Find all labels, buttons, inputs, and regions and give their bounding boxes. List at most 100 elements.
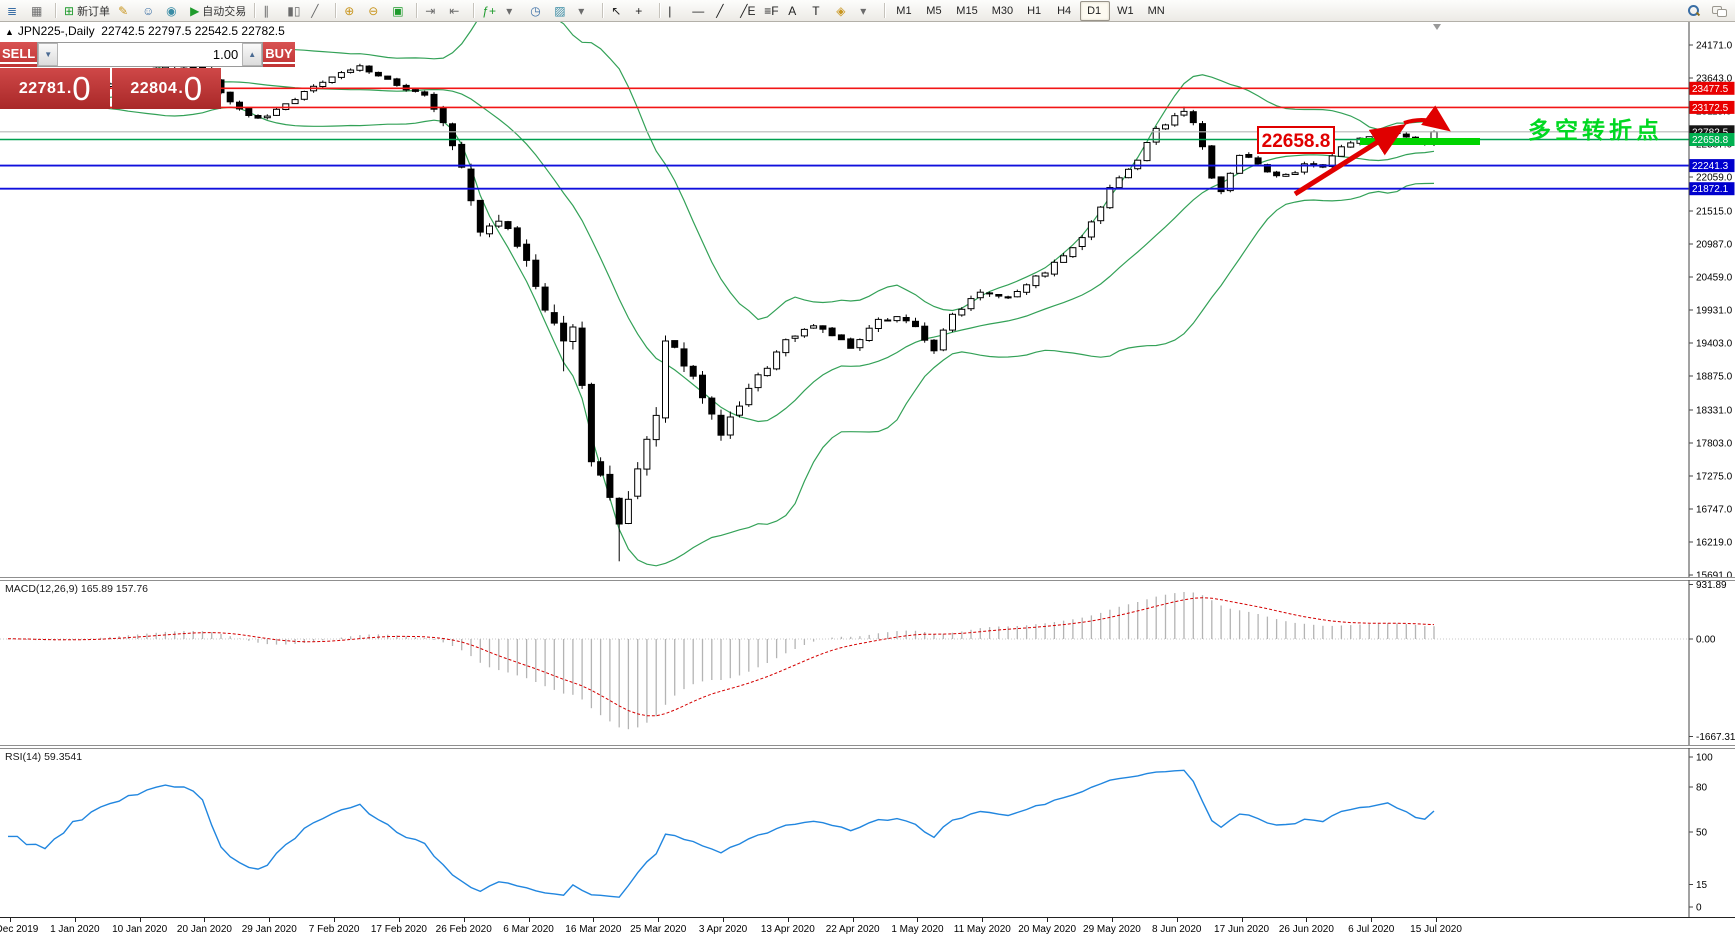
candlestick-button[interactable]: ▮▯ — [283, 1, 307, 21]
rsi-pane[interactable]: 100 80 50 15 0 — [0, 748, 1735, 917]
timeframe-w1[interactable]: W1 — [1117, 4, 1134, 17]
market-watch-icon: ≣ — [7, 3, 18, 18]
crosshair-button[interactable]: + — [631, 1, 655, 21]
date-tick — [1047, 918, 1049, 922]
candlestick-icon: ▮▯ — [287, 3, 301, 18]
macd-pane[interactable]: 931.89 0.00 -1667.31 — [0, 580, 1735, 745]
timeframe-m1[interactable]: M1 — [896, 4, 912, 17]
shift-marker-icon[interactable] — [1433, 24, 1441, 30]
trendline-button[interactable]: ╱ — [712, 1, 736, 21]
auto-scroll-button[interactable]: ⇥ — [421, 1, 445, 21]
shapes-button[interactable]: ◈ — [832, 1, 856, 21]
price-annotation-box[interactable] — [1257, 126, 1335, 154]
timeframe-d1[interactable]: D1 — [1080, 0, 1111, 21]
date-label: 17 Jun 2020 — [1214, 924, 1270, 935]
hline-button[interactable]: — — [688, 1, 712, 21]
new-order-button[interactable]: ⊞ 新订单 — [60, 1, 114, 21]
timeframe-mn[interactable]: MN — [1147, 4, 1165, 17]
market-watch-button[interactable]: ≣ — [3, 1, 27, 21]
equidistant-channel-icon: ╱E — [740, 3, 756, 18]
date-tick — [852, 918, 854, 922]
indicators-button[interactable]: ƒ+ — [478, 1, 502, 21]
data-window-button[interactable]: ▦ — [27, 1, 51, 21]
search-icon — [1688, 5, 1699, 16]
line-chart-button[interactable]: ╱ — [307, 1, 331, 21]
fibonacci-button[interactable]: ≡F — [760, 1, 784, 21]
rsi-tick-label: 100 — [1696, 753, 1713, 764]
zoom-in-button[interactable]: ⊕ — [340, 1, 364, 21]
sell-price-main: 22781 — [18, 79, 66, 97]
date-label: 29 May 2020 — [1083, 924, 1141, 935]
date-tick — [1176, 918, 1178, 922]
volume-input[interactable] — [58, 43, 243, 66]
date-tick — [723, 918, 725, 922]
search-icon-button[interactable] — [1684, 1, 1708, 21]
price-tick-label: 23643.0 — [1696, 74, 1733, 85]
pane-separator[interactable] — [0, 577, 1735, 581]
curved-arrow[interactable] — [1403, 105, 1451, 132]
buy-button[interactable]: BUY — [263, 42, 295, 67]
zoom-out-button[interactable]: ⊖ — [364, 1, 388, 21]
sell-price-display[interactable]: 22781. 0 — [0, 68, 110, 109]
date-axis[interactable]: 23 Dec 2019 1 Jan 2020 10 Jan 2020 20 Jan 2… — [0, 917, 1735, 941]
timeframe-m15[interactable]: M15 — [956, 4, 978, 17]
price-badge — [1689, 100, 1735, 114]
date-tick — [1306, 918, 1308, 922]
price-tick-label: 18875.0 — [1696, 372, 1733, 383]
sell-price-pip: 0 — [72, 69, 91, 107]
autotrade-icon: ▶ — [190, 3, 200, 18]
toolbar-separator — [254, 3, 256, 18]
templates-dropdown-button[interactable]: ▾ — [574, 1, 598, 21]
timeframe-h4[interactable]: H4 — [1057, 4, 1072, 17]
timeframe-h1[interactable]: H1 — [1027, 4, 1042, 17]
chart-shift-button[interactable]: ⇤ — [445, 1, 469, 21]
auto-scroll-icon: ⇥ — [425, 3, 436, 18]
chart-window[interactable]: 22658.8多空转折点24171.023643.023115.022587.0… — [0, 22, 1735, 941]
label-icon: T — [812, 3, 820, 18]
date-label: 11 May 2020 — [953, 924, 1011, 935]
price-tick-label: 17803.0 — [1696, 439, 1733, 450]
date-tick — [787, 918, 789, 922]
trend-arrow-up[interactable] — [1293, 124, 1407, 197]
cursor-button[interactable]: ↖ — [607, 1, 631, 21]
turning-point-text: 多空转折点 — [1528, 117, 1663, 143]
main-price-pane[interactable]: 22658.8多空转折点24171.023643.023115.022587.0… — [0, 22, 1735, 578]
collapse-arrow-icon[interactable]: ▲ — [5, 27, 14, 37]
timeframe-m5[interactable]: M5 — [926, 4, 942, 17]
chart-shift-icon: ⇤ — [449, 3, 460, 18]
timeframe-m30[interactable]: M30 — [991, 4, 1014, 17]
shapes-dropdown-button[interactable]: ▾ — [856, 1, 880, 21]
styler-button[interactable]: ✎ — [114, 1, 138, 21]
volume-increase-button[interactable]: ▲ — [242, 43, 263, 66]
period-button[interactable]: ◷ — [526, 1, 550, 21]
toolbar-separator — [416, 3, 418, 18]
date-label: 20 Jan 2020 — [176, 924, 232, 935]
indicators-dropdown-icon: ▾ — [506, 3, 513, 18]
buy-price-display[interactable]: 22804. 0 — [111, 68, 221, 109]
date-label: 1 May 2020 — [891, 924, 944, 935]
price-tick-label: 15691.0 — [1696, 571, 1733, 579]
date-label: 23 Dec 2019 — [0, 924, 39, 935]
date-tick — [1111, 918, 1113, 922]
chat-icon-button[interactable] — [1708, 1, 1732, 21]
sell-button[interactable]: SELL — [0, 42, 38, 67]
date-tick — [982, 918, 984, 922]
zoom-in-icon: ⊕ — [344, 3, 355, 18]
date-label: 17 Feb 2020 — [370, 924, 427, 935]
indicators-dropdown-button[interactable]: ▾ — [502, 1, 526, 21]
tile-windows-button[interactable]: ▣ — [388, 1, 412, 21]
volume-decrease-button[interactable]: ▼ — [38, 43, 59, 66]
templates-button[interactable]: ▨ — [550, 1, 574, 21]
vline-button[interactable]: | — [664, 1, 688, 21]
autotrade-button[interactable]: ▶ 自动交易 — [186, 1, 250, 21]
community-button[interactable]: ☺ — [138, 1, 162, 21]
news-button[interactable]: ◉ — [162, 1, 186, 21]
equidistant-channel-button[interactable]: ╱E — [736, 1, 760, 21]
label-button[interactable]: T — [808, 1, 832, 21]
text-button[interactable]: A — [784, 1, 808, 21]
pane-separator[interactable] — [0, 745, 1735, 749]
price-tick-label: 22059.0 — [1696, 173, 1733, 184]
macd-tick-label: -1667.31 — [1696, 732, 1735, 743]
bar-chart-button[interactable]: ∥ — [259, 1, 283, 21]
symbol-period-label: JPN225-,Daily — [17, 24, 95, 38]
